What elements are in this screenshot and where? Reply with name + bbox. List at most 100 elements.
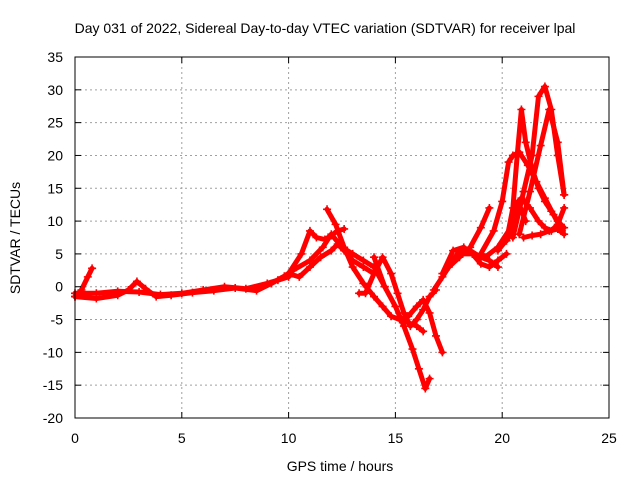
data-point: 14.4, -3: [378, 302, 387, 311]
data-point: 22, 30.5: [540, 82, 549, 91]
data-point: 11.8, 11.8: [323, 205, 332, 214]
data-point: 19.8, 4: [493, 256, 502, 265]
data-point: 5, -1: [177, 289, 186, 298]
y-axis-label: SDTVAR / TECUs: [7, 182, 23, 294]
y-tick-label: 10: [47, 213, 63, 229]
data-point: 14.5, 0: [380, 282, 389, 291]
data-point: 15.1, -1: [393, 289, 402, 298]
data-point: 11, 4: [305, 256, 314, 265]
data-point: 9, 0.5: [263, 279, 272, 288]
data-point: 13.5, 0.5: [359, 279, 368, 288]
data-point: 21, 7.5: [519, 233, 528, 242]
data-point: 21.7, 15: [534, 184, 543, 193]
data-point: 14.4, 4.5: [378, 253, 387, 262]
data-point: 6, -0.5: [199, 286, 208, 295]
data-point: 14, 4.5: [370, 253, 379, 262]
data-point: 22.3, 11.5: [547, 207, 556, 216]
data-point: 2, -0.7: [113, 287, 122, 296]
data-point: 15.6, -4.5: [404, 312, 413, 321]
y-tick-label: 0: [55, 279, 63, 295]
data-point: 21.8, 8: [536, 230, 545, 239]
data-point: 22.9, 14: [560, 190, 569, 199]
data-point: 16.9, -7.5: [431, 331, 440, 340]
data-point: 16.3, -2: [419, 295, 428, 304]
data-point: 16.4, -15.5: [421, 384, 430, 393]
data-point: 20.3, 19: [504, 158, 513, 167]
data-point: 9.5, 1: [273, 276, 282, 285]
series-arc-7: 11.8, 11.8 12.2, 9.5 12.6, 6 13, 313.5, 0.5…: [323, 205, 428, 336]
x-tick-label: 0: [71, 430, 79, 446]
data-point: 19, 9: [476, 223, 485, 232]
y-tick-label: 5: [55, 246, 63, 262]
y-tick-label: 30: [47, 82, 63, 98]
data-point: 7, 0: [220, 282, 229, 291]
data-point: 2.9, 0.8: [132, 277, 141, 286]
data-point: 12.2, 9.5: [331, 220, 340, 229]
data-point: 11.6, 6: [318, 243, 327, 252]
series-trace: [286, 241, 377, 280]
data-point: 12.6, 6: [340, 243, 349, 252]
data-point: 13.6, -1: [361, 289, 370, 298]
data-point: 20.2, 7: [502, 236, 511, 245]
data-point: 16, -5: [412, 315, 421, 324]
x-tick-label: 20: [494, 430, 510, 446]
x-tick-label: 25: [601, 430, 617, 446]
data-point: 20.8, 8: [515, 230, 524, 239]
data-point: 15.8, -9.5: [408, 345, 417, 354]
chart-title: Day 031 of 2022, Sidereal Day-to-day VTE…: [75, 20, 576, 36]
data-point: 3, -0.8: [135, 287, 144, 296]
y-tick-label: -5: [51, 312, 64, 328]
data-point: 11, 8.5: [305, 226, 314, 235]
y-tick-label: 15: [47, 180, 63, 196]
data-point: 21.3, 14.5: [525, 187, 534, 196]
data-point: 21.1, 22: [521, 138, 530, 147]
data-point: 22.9, 12: [560, 203, 569, 212]
data-point: 21.4, 20: [528, 151, 537, 160]
series-arc-3: 0, -11, -12, -0.73, -0.84, -1.25, -16, -…: [71, 272, 293, 299]
data-point: 21.7, 10: [534, 217, 543, 226]
data-point: 16.3, -6.8: [419, 327, 428, 336]
data-point: 16.6, -4: [425, 308, 434, 317]
series-trace: [371, 254, 433, 391]
data-point: 19, 5: [476, 249, 485, 258]
series-arc-12: 17.2, 217.7, 5.518.2, 618.6, 519, 3.519.…: [438, 243, 511, 278]
data-point: 15.4, -6: [399, 322, 408, 331]
data-point: 19, 3.5: [476, 259, 485, 268]
data-point: 19.8, 5.5: [493, 246, 502, 255]
series-arc-9: 14, 4.514.5, 015, -315.4, -615.8, -9.516…: [370, 253, 434, 393]
series-arc-19: 20.8, 8 21.3, 14.5 21.8, 21.5 22.2, 27 22.6,…: [515, 105, 569, 239]
data-point: 0.6, 1.5: [83, 272, 92, 281]
data-point: 12.6, 8.8: [340, 224, 349, 233]
data-point: 21.7, 29: [534, 92, 543, 101]
axis-ticks: [74, 56, 610, 419]
data-point: 16.8, -0.5: [429, 286, 438, 295]
series-trace: [516, 107, 567, 237]
data-point: 19.4, 12: [485, 203, 494, 212]
data-point: 20.7, 20: [513, 151, 522, 160]
data-point: 10, 2: [284, 269, 293, 278]
data-point: 18.6, 5: [468, 249, 477, 258]
data-point: 22.9, 8: [560, 230, 569, 239]
data-point: 10.2, 2.5: [288, 266, 297, 275]
data-point: 17.2, 2: [438, 269, 447, 278]
x-tick-label: 15: [388, 430, 404, 446]
data-point: 16.1, -12.5: [414, 364, 423, 373]
data-point: 20.2, 5: [502, 249, 511, 258]
data-point: 21.4, 7.8: [528, 231, 537, 240]
y-tick-label: 25: [47, 115, 63, 131]
data-point: 0.8, 2.8: [88, 264, 97, 273]
data-point: 16, -3: [412, 302, 421, 311]
plot-frame: [74, 56, 610, 419]
data-point: 14, -1.5: [370, 292, 379, 301]
data-point: 22.2, 8.5: [545, 226, 554, 235]
data-point: 19.4, 3: [485, 263, 494, 272]
data-point: 13, 3: [348, 263, 357, 272]
data-point: 15, -3: [391, 302, 400, 311]
x-tick-label: 10: [281, 430, 297, 446]
data-point: 13, 5: [348, 249, 357, 258]
data-point: 10.5, 1.5: [295, 272, 304, 281]
y-tick-label: -20: [43, 410, 63, 426]
data-point: 19.2, 4.5: [481, 253, 490, 262]
tick-labels: 0 5 10 15 20 25 -20 -15 -10 -5 0 5 10 15 20 25 30 35: [43, 49, 617, 446]
